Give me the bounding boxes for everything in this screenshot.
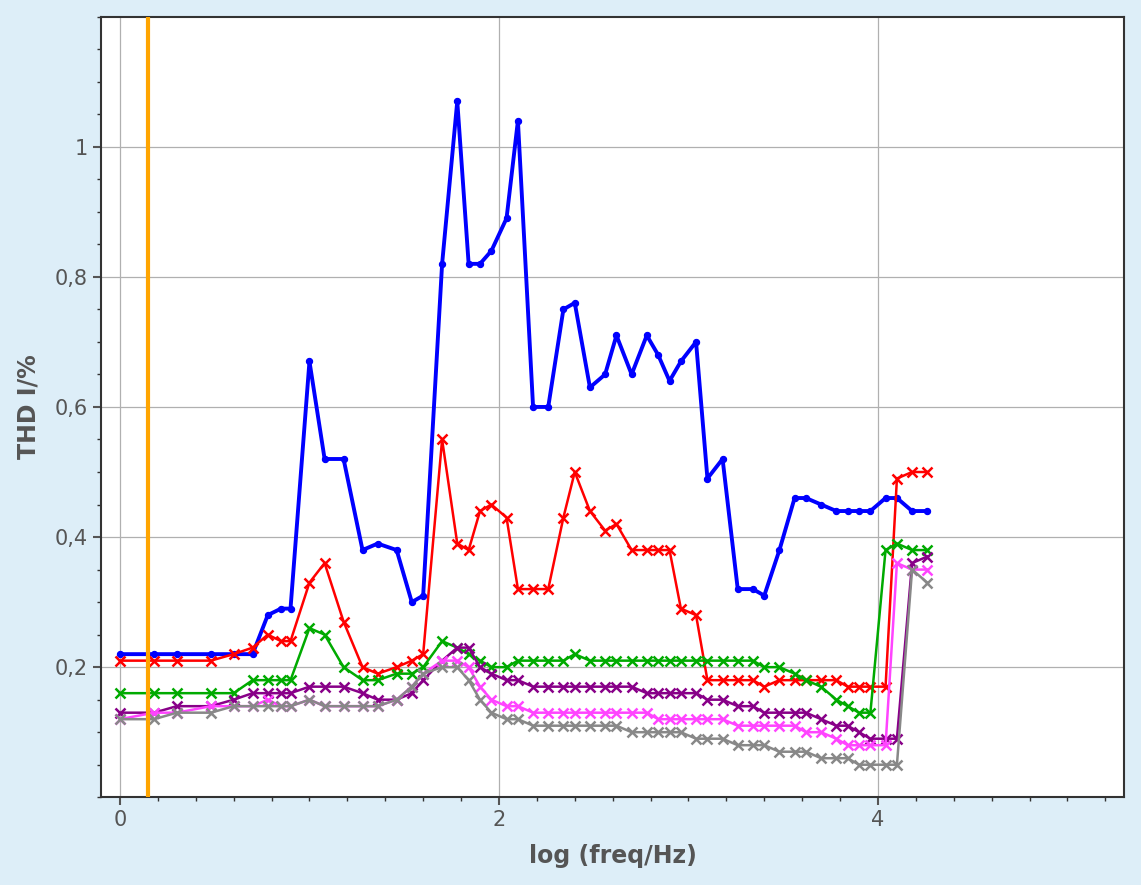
Y-axis label: THD I/%: THD I/%: [17, 355, 41, 459]
5 mV: [689, 714, 703, 725]
13 mV: [113, 688, 127, 698]
20 mV: [302, 356, 316, 366]
2 mV: [905, 565, 919, 575]
Line: 5 mV: 5 mV: [115, 558, 932, 750]
13 mV: [598, 655, 612, 666]
5 mV: [890, 558, 904, 568]
15 mV: [485, 499, 499, 510]
15 mV: [701, 675, 714, 686]
2 mV: [852, 759, 866, 770]
15 mV: [302, 577, 316, 588]
10 mV: [689, 688, 703, 698]
2 mV: [689, 734, 703, 744]
5 mV: [625, 707, 639, 718]
X-axis label: log (freq/Hz): log (freq/Hz): [528, 844, 697, 868]
20 mV: [701, 473, 714, 484]
2 mV: [921, 577, 934, 588]
10 mV: [864, 734, 877, 744]
15 mV: [113, 655, 127, 666]
2 mV: [598, 720, 612, 731]
13 mV: [474, 655, 487, 666]
20 mV: [609, 330, 623, 341]
2 mV: [302, 695, 316, 705]
5 mV: [921, 565, 934, 575]
10 mV: [625, 681, 639, 692]
2 mV: [474, 695, 487, 705]
10 mV: [640, 688, 654, 698]
15 mV: [435, 435, 448, 445]
2 mV: [113, 714, 127, 725]
13 mV: [640, 655, 654, 666]
10 mV: [474, 662, 487, 673]
15 mV: [640, 545, 654, 556]
13 mV: [302, 623, 316, 634]
15 mV: [758, 681, 771, 692]
13 mV: [689, 655, 703, 666]
20 mV: [640, 330, 654, 341]
5 mV: [841, 740, 855, 750]
20 mV: [485, 245, 499, 256]
15 mV: [652, 545, 665, 556]
20 mV: [921, 505, 934, 516]
Line: 2 mV: 2 mV: [115, 565, 932, 770]
Line: 15 mV: 15 mV: [115, 435, 932, 691]
10 mV: [113, 707, 127, 718]
5 mV: [302, 695, 316, 705]
13 mV: [625, 655, 639, 666]
15 mV: [921, 466, 934, 477]
20 mV: [113, 649, 127, 659]
20 mV: [652, 350, 665, 360]
13 mV: [921, 545, 934, 556]
Line: 10 mV: 10 mV: [115, 551, 932, 743]
5 mV: [598, 707, 612, 718]
15 mV: [609, 519, 623, 529]
10 mV: [598, 681, 612, 692]
2 mV: [625, 727, 639, 737]
10 mV: [302, 681, 316, 692]
5 mV: [640, 707, 654, 718]
2 mV: [640, 727, 654, 737]
13 mV: [852, 707, 866, 718]
20 mV: [451, 96, 464, 106]
Line: 13 mV: 13 mV: [115, 539, 932, 718]
10 mV: [921, 551, 934, 562]
Line: 20 mV: 20 mV: [115, 96, 932, 659]
5 mV: [474, 681, 487, 692]
5 mV: [113, 714, 127, 725]
13 mV: [890, 538, 904, 549]
